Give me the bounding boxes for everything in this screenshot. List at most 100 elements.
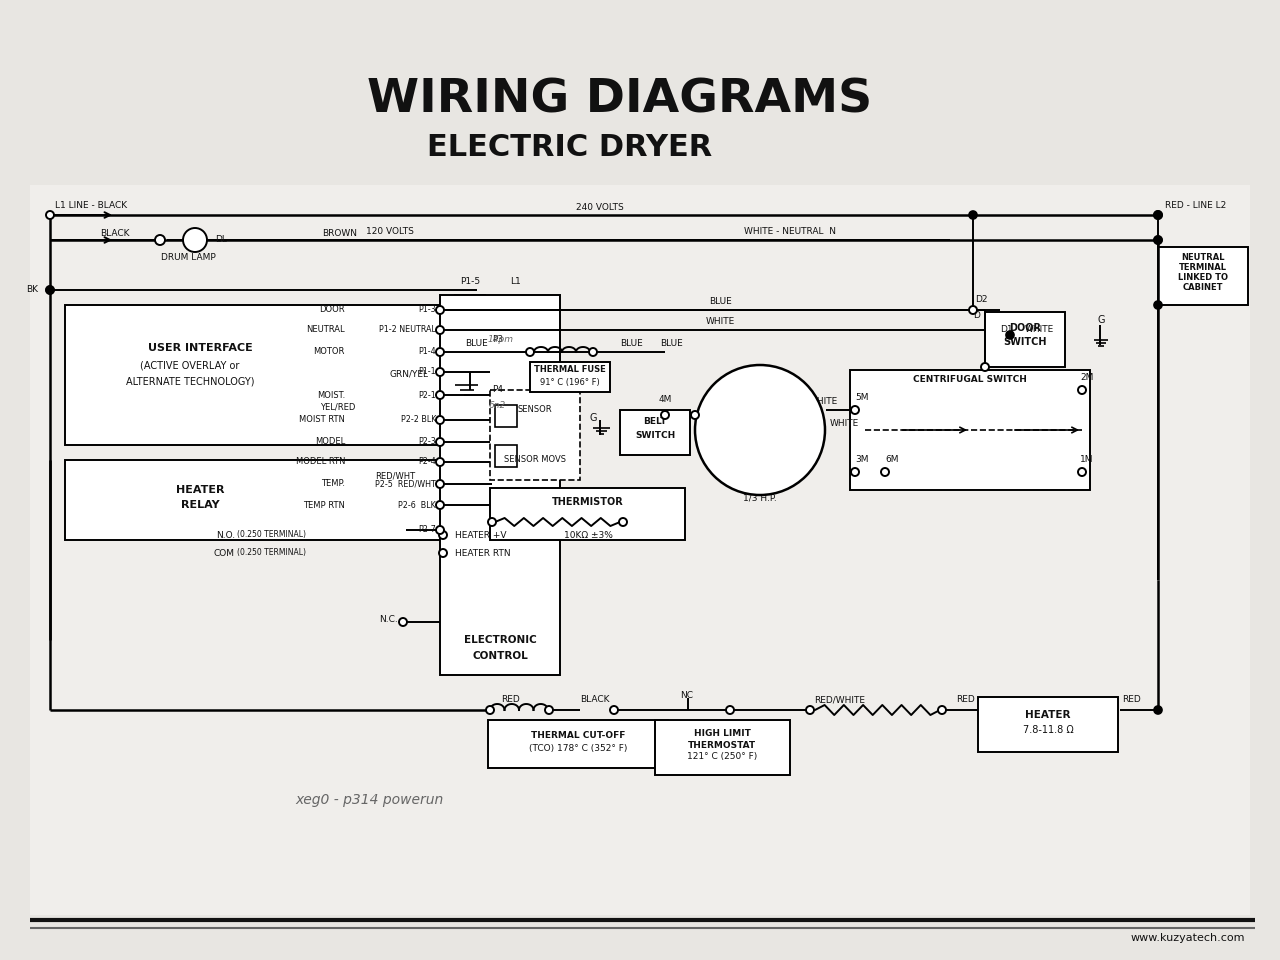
Text: COM: COM <box>214 548 236 558</box>
Text: (TCO) 178° C (352° F): (TCO) 178° C (352° F) <box>529 743 627 753</box>
Text: BLUE: BLUE <box>465 340 488 348</box>
Circle shape <box>881 468 890 476</box>
Circle shape <box>1155 301 1162 309</box>
Text: P1-4: P1-4 <box>419 348 436 356</box>
Circle shape <box>589 348 596 356</box>
Text: www.kuzyatech.com: www.kuzyatech.com <box>1130 933 1245 943</box>
Text: ELECTRONIC: ELECTRONIC <box>463 635 536 645</box>
Text: SWITCH: SWITCH <box>1004 337 1047 347</box>
Text: USER INTERFACE: USER INTERFACE <box>147 343 252 353</box>
Text: DRIVE MOTOR: DRIVE MOTOR <box>728 481 792 490</box>
Text: MOTOR: MOTOR <box>314 348 346 356</box>
Text: L1: L1 <box>509 277 521 286</box>
Circle shape <box>969 306 977 314</box>
Text: THERMISTOR: THERMISTOR <box>552 497 623 507</box>
Text: RED - LINE L2: RED - LINE L2 <box>1165 201 1226 209</box>
Text: NEUTRAL: NEUTRAL <box>1181 253 1225 262</box>
Text: HIGH LIMIT: HIGH LIMIT <box>694 729 750 737</box>
Text: 5M: 5M <box>855 394 869 402</box>
Text: 14pm: 14pm <box>488 335 515 345</box>
Circle shape <box>1006 331 1014 339</box>
Text: WHITE: WHITE <box>809 397 838 406</box>
Text: HEATER RTN: HEATER RTN <box>454 548 511 558</box>
Text: (ACTIVE OVERLAY or: (ACTIVE OVERLAY or <box>141 361 239 371</box>
Text: ELECTRIC DRYER: ELECTRIC DRYER <box>428 133 713 162</box>
Circle shape <box>155 235 165 245</box>
Text: BROWN: BROWN <box>323 228 357 237</box>
Text: 121° C (250° F): 121° C (250° F) <box>687 753 758 761</box>
Text: P2-4: P2-4 <box>419 458 436 467</box>
Bar <box>65 305 445 445</box>
Text: TEMP RTN: TEMP RTN <box>303 500 346 510</box>
Text: HEATER: HEATER <box>1025 710 1071 720</box>
Text: THERMOSTAT: THERMOSTAT <box>687 740 756 750</box>
Circle shape <box>399 618 407 626</box>
Text: G: G <box>1098 315 1106 325</box>
Circle shape <box>1155 706 1162 714</box>
Bar <box>978 697 1117 752</box>
Circle shape <box>183 228 207 252</box>
Circle shape <box>1078 468 1085 476</box>
Text: MODEL: MODEL <box>315 438 346 446</box>
Text: BK: BK <box>26 285 38 295</box>
Circle shape <box>660 411 669 419</box>
Circle shape <box>611 706 618 714</box>
Text: YEL/RED: YEL/RED <box>320 402 355 412</box>
Text: DOOR: DOOR <box>1009 323 1041 333</box>
Text: 240 VOLTS: 240 VOLTS <box>576 203 623 211</box>
Text: WHITE - NEUTRAL  N: WHITE - NEUTRAL N <box>744 228 836 236</box>
Text: 3M: 3M <box>855 455 869 465</box>
Bar <box>454 295 485 455</box>
Circle shape <box>436 416 444 424</box>
Text: BLUE: BLUE <box>660 340 682 348</box>
Text: DRUM LAMP: DRUM LAMP <box>160 253 215 262</box>
Text: 91° C (196° F): 91° C (196° F) <box>540 377 600 387</box>
Circle shape <box>436 501 444 509</box>
Text: CONTROL: CONTROL <box>472 651 527 661</box>
Text: START: START <box>744 434 776 443</box>
Circle shape <box>938 706 946 714</box>
Circle shape <box>620 518 627 526</box>
Text: P1-3: P1-3 <box>419 305 436 315</box>
Text: 1M: 1M <box>1080 455 1093 465</box>
Circle shape <box>851 468 859 476</box>
Circle shape <box>46 286 54 294</box>
Text: 2.4-3.8 Ω: 2.4-3.8 Ω <box>740 445 780 454</box>
Bar <box>620 410 690 455</box>
Bar <box>440 295 561 675</box>
Circle shape <box>436 306 444 314</box>
Text: G: G <box>590 413 598 423</box>
Text: TERMINAL: TERMINAL <box>1179 263 1228 273</box>
Bar <box>1158 247 1248 305</box>
Text: P1-2 NEUTRAL: P1-2 NEUTRAL <box>379 325 436 334</box>
Text: N.C.: N.C. <box>379 615 398 625</box>
Text: P2-1: P2-1 <box>419 391 436 399</box>
Text: HEATER: HEATER <box>175 485 224 495</box>
Bar <box>490 488 685 540</box>
Text: 2M: 2M <box>1080 373 1093 382</box>
Text: RED/WHT: RED/WHT <box>375 471 415 481</box>
Circle shape <box>1078 386 1085 394</box>
Text: 10KΩ ±3%: 10KΩ ±3% <box>563 531 612 540</box>
Text: 6M: 6M <box>884 455 899 465</box>
Text: RELAY: RELAY <box>180 500 219 510</box>
Text: P2-5  RED/WHT: P2-5 RED/WHT <box>375 479 436 489</box>
Text: CABINET: CABINET <box>1183 283 1224 293</box>
Text: (0.250 TERMINAL): (0.250 TERMINAL) <box>237 548 306 558</box>
Text: LINKED TO: LINKED TO <box>1178 274 1228 282</box>
Text: P2-2 BLK: P2-2 BLK <box>401 416 436 424</box>
Circle shape <box>1155 211 1162 219</box>
Text: D1: D1 <box>1000 325 1012 334</box>
Text: THERMAL CUT-OFF: THERMAL CUT-OFF <box>531 731 625 739</box>
Text: P4: P4 <box>492 386 503 395</box>
Circle shape <box>969 211 977 219</box>
Text: TEMP.: TEMP. <box>321 479 346 489</box>
Bar <box>495 405 517 427</box>
Text: D: D <box>973 310 980 320</box>
Circle shape <box>486 706 494 714</box>
Text: GRN/YEL: GRN/YEL <box>390 370 429 378</box>
Circle shape <box>691 411 699 419</box>
Circle shape <box>436 368 444 376</box>
Text: RED: RED <box>500 695 520 705</box>
Circle shape <box>806 706 814 714</box>
